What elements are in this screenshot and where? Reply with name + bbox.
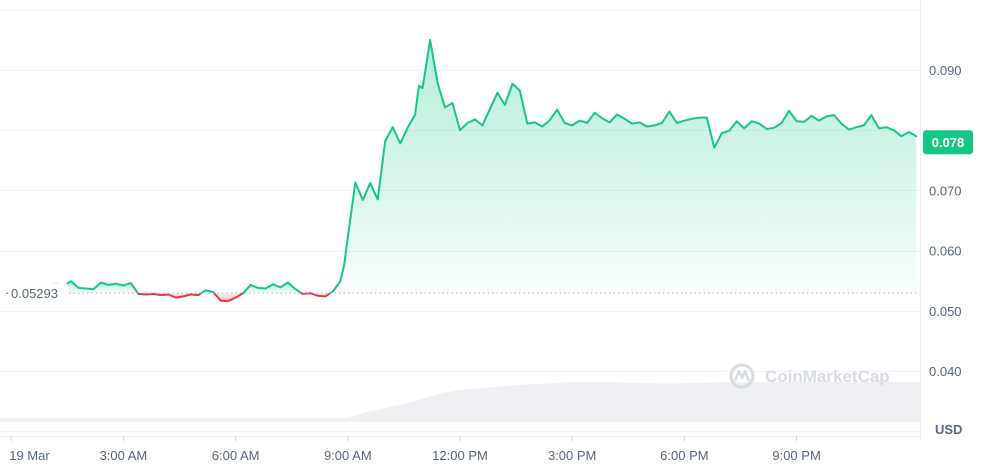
x-tick-label: 6:00 PM xyxy=(660,448,708,463)
line-segment-up xyxy=(242,281,303,295)
volume-bars xyxy=(0,382,920,422)
line-segment-down xyxy=(300,292,332,298)
price-area xyxy=(48,39,917,302)
coinmarketcap-logo-icon xyxy=(729,363,755,389)
line-segment-down xyxy=(136,292,203,299)
x-tick-label: 6:00 AM xyxy=(212,448,260,463)
y-tick-label: 0.050 xyxy=(929,304,962,319)
watermark: CoinMarketCap xyxy=(729,363,890,389)
area-below-baseline xyxy=(214,293,244,302)
x-tick-label: 19 Mar xyxy=(9,448,50,463)
watermark-text: CoinMarketCap xyxy=(765,367,890,386)
volume-area xyxy=(0,382,920,422)
current-price-badge: 0.078 xyxy=(923,130,973,155)
x-tick-label: 9:00 PM xyxy=(772,448,820,463)
currency-unit-label: USD xyxy=(935,422,962,437)
baseline-price-text: 0.05293 xyxy=(11,286,58,301)
y-tick-label: 0.090 xyxy=(929,63,962,78)
x-tick-label: 12:00 PM xyxy=(432,448,488,463)
area-above-baseline xyxy=(243,282,302,294)
line-segment-up xyxy=(329,38,918,295)
svg-text:·: · xyxy=(5,285,9,300)
price-line xyxy=(47,38,918,303)
area-below-baseline xyxy=(137,293,202,298)
area-above-baseline xyxy=(330,39,917,294)
x-tick-label: 3:00 AM xyxy=(100,448,148,463)
baseline-price-label: · 0.05293 xyxy=(4,283,68,304)
x-tick-label: 9:00 AM xyxy=(324,448,372,463)
y-axis: 0.090 0.070 0.060 0.050 0.040 xyxy=(929,63,962,379)
x-tick-label: 3:00 PM xyxy=(548,448,596,463)
y-tick-label: 0.060 xyxy=(929,244,962,259)
baseline: · 0.05293 xyxy=(4,283,920,304)
y-tick-label: 0.040 xyxy=(929,364,962,379)
current-price-text: 0.078 xyxy=(932,135,965,150)
y-tick-label: 0.070 xyxy=(929,183,962,198)
x-axis: 19 Mar 3:00 AM 6:00 AM 9:00 AM 12:00 PM 3:00 … xyxy=(9,436,821,463)
